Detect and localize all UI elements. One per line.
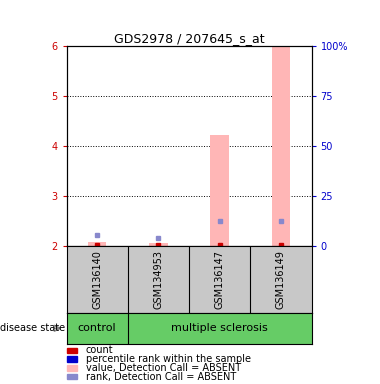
Text: control: control bbox=[78, 323, 116, 333]
Text: disease state: disease state bbox=[0, 323, 65, 333]
Text: value, Detection Call = ABSENT: value, Detection Call = ABSENT bbox=[86, 363, 241, 373]
Text: GSM136149: GSM136149 bbox=[276, 250, 286, 309]
Bar bbox=[211, 135, 229, 246]
Bar bbox=[272, 46, 290, 246]
Text: percentile rank within the sample: percentile rank within the sample bbox=[86, 354, 250, 364]
Text: multiple sclerosis: multiple sclerosis bbox=[171, 323, 268, 333]
Text: GSM136140: GSM136140 bbox=[92, 250, 102, 309]
Text: count: count bbox=[86, 345, 113, 355]
Bar bbox=[149, 243, 168, 246]
Bar bbox=[88, 242, 106, 246]
Title: GDS2978 / 207645_s_at: GDS2978 / 207645_s_at bbox=[114, 32, 264, 45]
Text: GSM136147: GSM136147 bbox=[215, 250, 225, 309]
Text: GSM134953: GSM134953 bbox=[154, 250, 163, 309]
Text: rank, Detection Call = ABSENT: rank, Detection Call = ABSENT bbox=[86, 372, 236, 382]
